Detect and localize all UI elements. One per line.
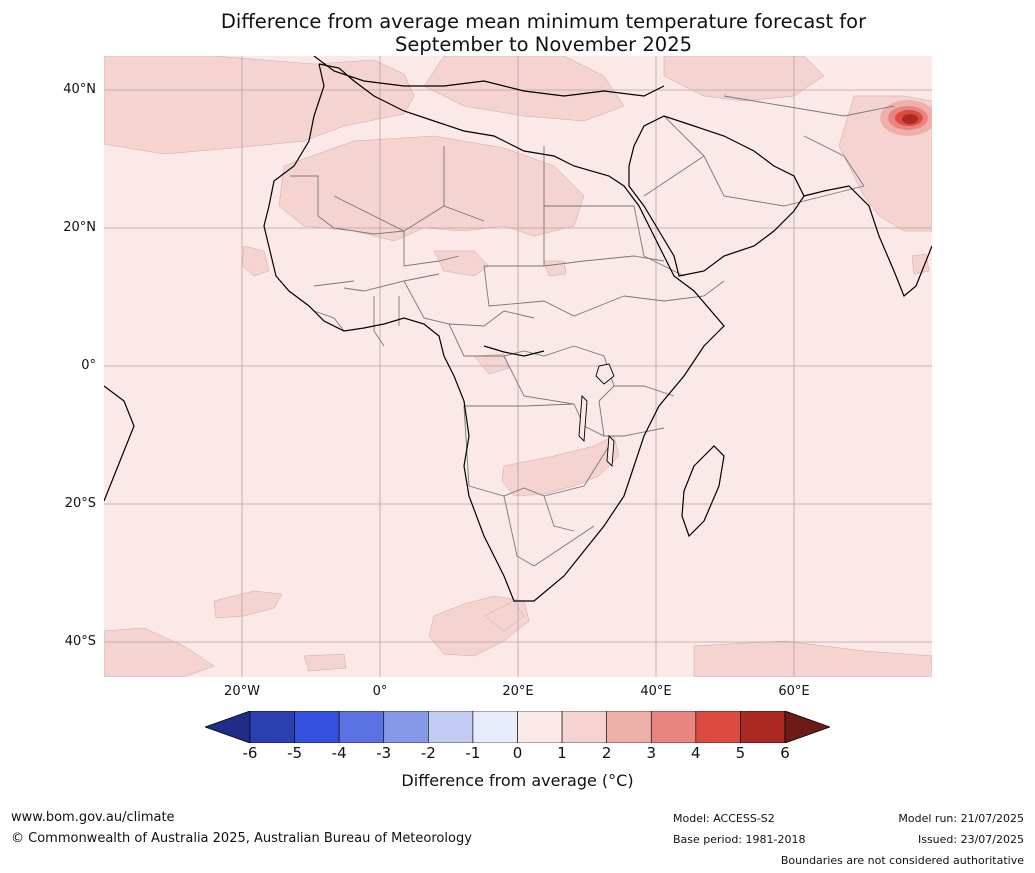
model-run-text: Model run: 21/07/2025: [898, 812, 1024, 825]
colorbar-tick-label: -5: [287, 744, 303, 762]
lon-label-60e: 60°E: [778, 684, 810, 699]
colorbar-tick-label: -4: [331, 744, 347, 762]
colorbar-tick-label: 4: [691, 744, 701, 762]
colorbar-tick-label: -2: [420, 744, 436, 762]
map-canvas: [104, 56, 932, 677]
copyright-text: © Commonwealth of Australia 2025, Austra…: [11, 831, 472, 846]
colorbar-segment: [472, 711, 518, 743]
colorbar-extend-high: [784, 711, 830, 743]
lat-label-40s: 40°S: [64, 634, 96, 649]
colorbar-segment: [249, 711, 295, 743]
colorbar-tick-label: 3: [646, 744, 657, 762]
colorbar-tick-label: 1: [557, 744, 567, 762]
chart-title: Difference from average mean minimum tem…: [0, 10, 1035, 56]
forecast-map: [104, 56, 932, 677]
colorbar-tick-label: -3: [376, 744, 392, 762]
coastlines: [104, 56, 932, 602]
lon-label-40e: 40°E: [640, 684, 672, 699]
lakes: [578, 363, 615, 468]
colorbar-tick-label: 5: [735, 744, 746, 762]
colorbar-tick-label: 6: [780, 744, 790, 762]
lat-label-40n: 40°N: [63, 82, 96, 97]
colorbar-tick-label: 0: [512, 744, 523, 762]
lon-label-0: 0°: [372, 684, 388, 699]
lat-label-0: 0°: [81, 358, 96, 373]
colorbar-tick-label: -1: [465, 744, 481, 762]
country-borders: [290, 95, 895, 567]
disclaimer-text: Boundaries are not considered authoritat…: [780, 854, 1024, 867]
colorbar-segment: [740, 711, 786, 743]
colorbar-tick-label: 2: [601, 744, 612, 762]
colorbar-segment: [517, 711, 563, 743]
colorbar-segment: [294, 711, 340, 743]
lat-label-20n: 20°N: [63, 220, 96, 235]
colorbar-extend-low: [205, 711, 251, 743]
colorbar-segment: [428, 711, 474, 743]
title-line-1: Difference from average mean minimum tem…: [220, 10, 867, 33]
title-line-2: September to November 2025: [394, 33, 693, 56]
lat-label-20s: 20°S: [64, 496, 96, 511]
model-text: Model: ACCESS-S2: [673, 812, 775, 825]
colorbar-title: Difference from average (°C): [401, 771, 634, 790]
anomaly-1-2-regions: [104, 56, 932, 677]
lon-label-20e: 20°E: [502, 684, 534, 699]
colorbar-tick-label: -6: [242, 744, 258, 762]
website-link[interactable]: www.bom.gov.au/climate: [11, 810, 175, 825]
issued-text: Issued: 23/07/2025: [917, 833, 1024, 846]
colorbar-segment: [561, 711, 607, 743]
lon-label-20w: 20°W: [224, 684, 260, 699]
colorbar-segment: [383, 711, 429, 743]
colorbar-segment: [606, 711, 652, 743]
base-period-text: Base period: 1981-2018: [673, 833, 806, 846]
colorbar-segment: [338, 711, 385, 743]
colorbar-segment: [695, 711, 741, 743]
graticule: [104, 56, 932, 677]
colorbar-segment: [650, 711, 697, 743]
colorbar: [205, 711, 830, 743]
anomaly-hotspot: [880, 100, 932, 136]
